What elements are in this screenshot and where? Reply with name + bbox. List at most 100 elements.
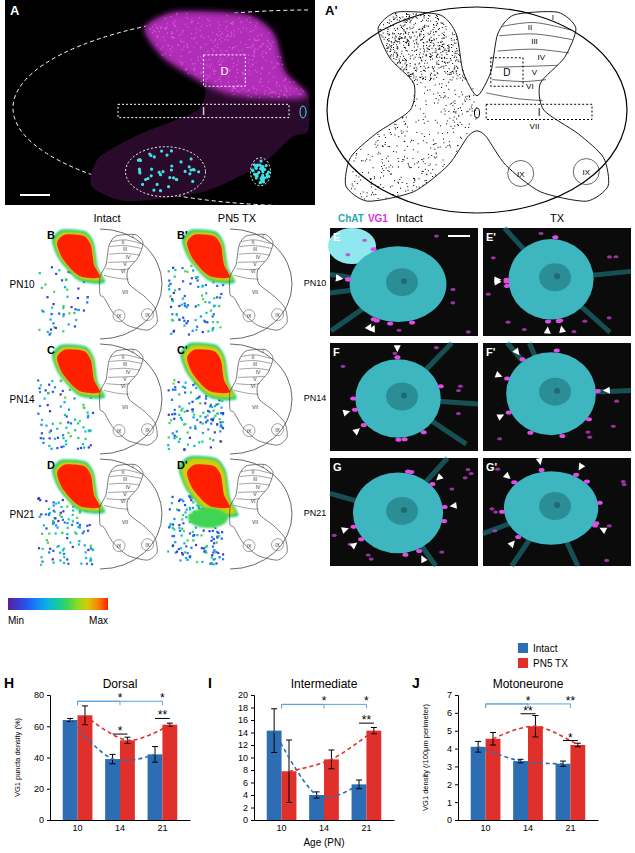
heat-speck: [189, 555, 191, 557]
lamina-label: V: [123, 491, 127, 497]
y-tick: [455, 731, 458, 732]
heat-speck: [41, 432, 43, 434]
tick: 21: [157, 823, 167, 833]
heat-speck: [184, 295, 186, 297]
heat-speck: [185, 516, 187, 518]
heat-speck: [214, 558, 216, 560]
heat-speck: [181, 419, 183, 421]
heat-speck: [182, 500, 184, 502]
heat-speck: [62, 307, 64, 309]
lamina-border: [237, 268, 261, 270]
lamina-label: V: [253, 261, 257, 267]
heat-speck: [199, 415, 201, 417]
heat-speck: [68, 323, 70, 325]
heat-speck: [62, 437, 64, 439]
lamina-border: [237, 383, 261, 385]
heat-speck: [178, 527, 180, 529]
heat-speck: [66, 537, 68, 539]
heat-speck: [178, 393, 180, 395]
heat-speck: [61, 446, 63, 448]
heat-speck: [202, 331, 204, 333]
heat-speck: [76, 522, 78, 524]
heat-speck: [62, 549, 64, 551]
heat-speck: [196, 419, 198, 421]
lamina-label: III: [123, 361, 127, 367]
colorbar-label: Max: [89, 615, 108, 626]
puncta: [527, 431, 533, 435]
lamina-label: IX: [582, 168, 590, 177]
heat-speck: [39, 516, 41, 518]
significance-label: **: [523, 704, 533, 718]
arrowhead: [450, 502, 457, 509]
nucleus: [539, 378, 571, 406]
heat-speck: [170, 523, 172, 525]
x-tick-label: 21: [157, 823, 167, 833]
heat-speck: [54, 511, 56, 513]
bar: [105, 759, 120, 820]
heat-speck: [212, 410, 214, 412]
y-tick-label: 7: [447, 690, 452, 700]
puncta: [402, 553, 408, 557]
heat-speck: [60, 379, 62, 381]
heat-speck: [210, 446, 212, 448]
panel-letter: J: [412, 675, 420, 691]
puncta: [554, 349, 560, 353]
gray-matter-outline: [230, 349, 288, 445]
tick: 21: [565, 823, 575, 833]
motoneurone-soma: [508, 239, 593, 319]
heat-speck: [220, 407, 222, 409]
heat-speck: [57, 520, 59, 522]
heat-speck: [222, 421, 224, 423]
panel-letter: B': [177, 229, 188, 241]
lamina-label: V: [253, 491, 257, 497]
heat-speck: [174, 386, 176, 388]
heat-speck: [210, 423, 212, 425]
row-label: PN21: [9, 509, 34, 520]
cord-outline: [100, 229, 162, 339]
heat-speck: [80, 562, 82, 564]
heat-speck: [51, 380, 53, 382]
heat-speck: [172, 389, 174, 391]
heat-speck: [68, 409, 70, 411]
y-tick-label: 60: [34, 722, 44, 732]
lamina-circle: [272, 424, 284, 436]
heat-speck: [183, 542, 185, 544]
row-label: PN21: [304, 508, 327, 518]
heat-speck: [62, 499, 64, 501]
heat-level: [54, 462, 102, 511]
heat-speck: [193, 413, 195, 415]
heat-speck: [58, 269, 60, 271]
puncta: [345, 253, 350, 256]
heat-speck: [49, 437, 51, 439]
heat-speck: [190, 265, 192, 267]
lamina-circle: [243, 540, 255, 552]
heat-speck: [47, 331, 49, 333]
lamina-border: [498, 49, 569, 53]
puncta: [371, 247, 377, 251]
heat-speck: [73, 312, 75, 314]
nucleolus: [554, 388, 560, 394]
y-tick: [251, 758, 254, 759]
heat-level: [57, 464, 100, 508]
y-tick-label: 5: [447, 726, 452, 736]
lamina-label: VII: [252, 404, 258, 410]
heat-speck: [213, 542, 215, 544]
micrograph: F': [483, 343, 631, 451]
heat-speck: [90, 559, 92, 561]
heat-speck: [74, 308, 76, 310]
tick: 2: [447, 780, 458, 790]
heat-speck: [59, 422, 61, 424]
arrowhead: [494, 276, 501, 283]
heat-speck: [57, 437, 59, 439]
heat-level: [52, 229, 105, 284]
heat-level: [180, 342, 237, 400]
heat-speck: [199, 402, 201, 404]
tick: 10: [277, 823, 287, 833]
motor-pool-outline: [126, 147, 206, 197]
lamina-border: [237, 498, 261, 500]
lamina-border: [241, 240, 271, 244]
heat-speck: [40, 437, 42, 439]
puncta: [429, 482, 435, 486]
bar: [63, 720, 78, 820]
error-bar: [356, 780, 362, 789]
